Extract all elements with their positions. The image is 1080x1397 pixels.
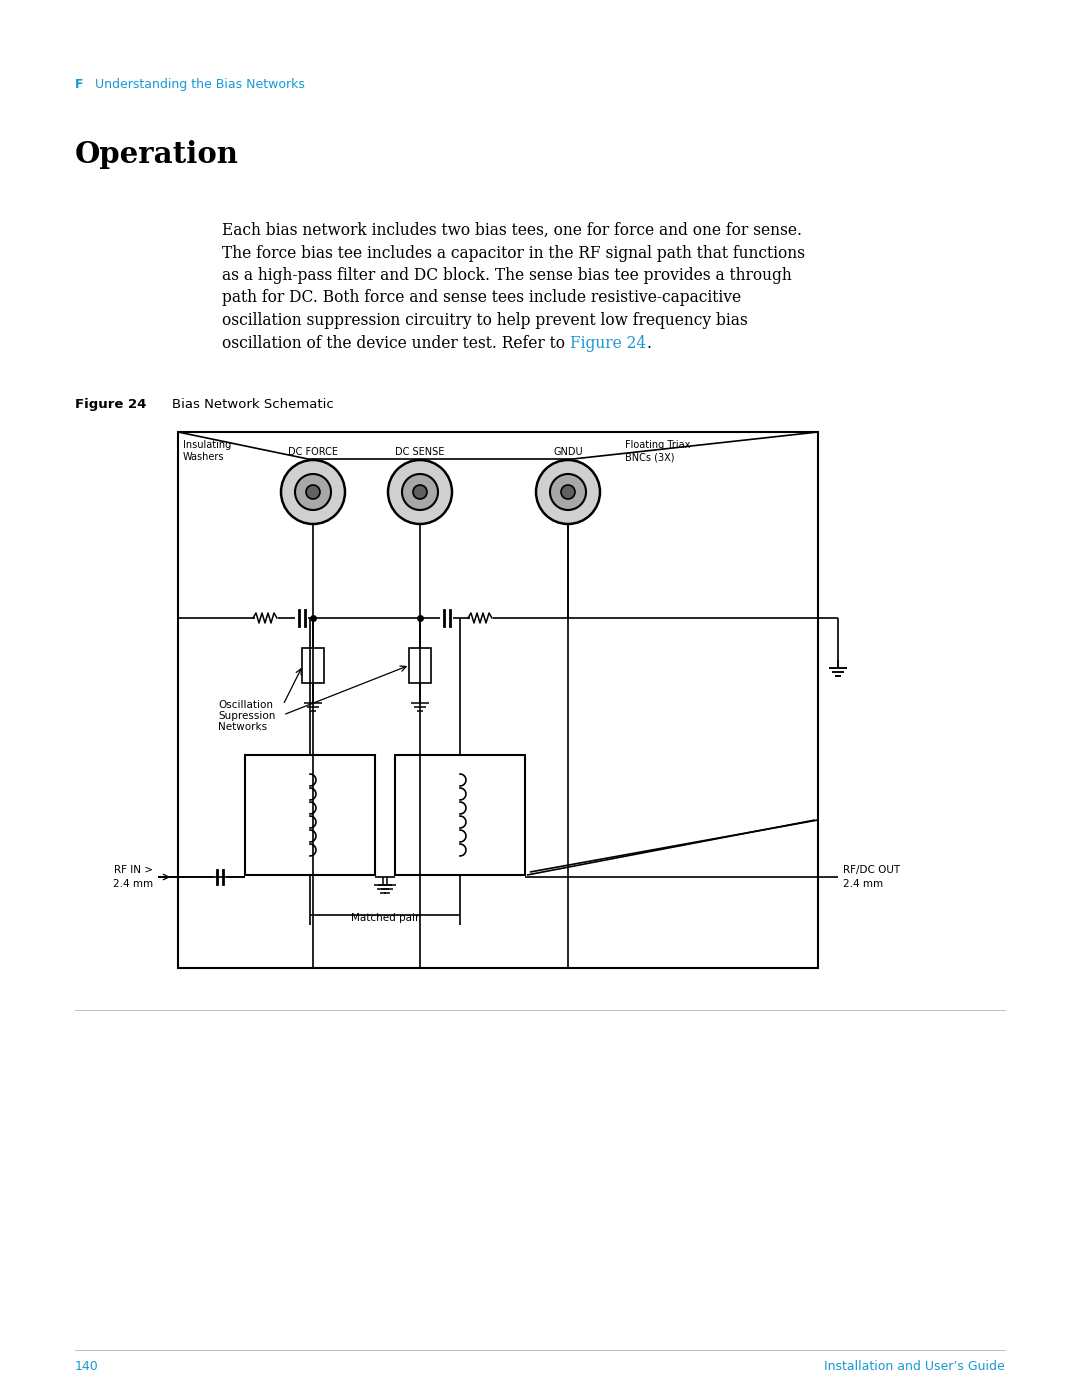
Text: as a high-pass filter and DC block. The sense bias tee provides a through: as a high-pass filter and DC block. The … bbox=[222, 267, 792, 284]
Text: 2.4 mm: 2.4 mm bbox=[113, 879, 153, 888]
Text: path for DC. Both force and sense tees include resistive-capacitive: path for DC. Both force and sense tees i… bbox=[222, 289, 741, 306]
Text: GNDU: GNDU bbox=[553, 447, 583, 457]
Text: Insulating: Insulating bbox=[183, 440, 231, 450]
Text: Networks: Networks bbox=[218, 722, 267, 732]
Text: Figure 24: Figure 24 bbox=[570, 334, 646, 352]
Circle shape bbox=[536, 460, 600, 524]
Text: DC FORCE: DC FORCE bbox=[288, 447, 338, 457]
Circle shape bbox=[281, 460, 345, 524]
Text: Installation and User’s Guide: Installation and User’s Guide bbox=[824, 1361, 1005, 1373]
Text: 140: 140 bbox=[75, 1361, 98, 1373]
Text: RF IN >: RF IN > bbox=[114, 865, 153, 875]
Text: Oscillation: Oscillation bbox=[218, 700, 273, 710]
Text: 2.4 mm: 2.4 mm bbox=[843, 879, 883, 888]
Circle shape bbox=[561, 485, 575, 499]
Text: Washers: Washers bbox=[183, 453, 225, 462]
Text: oscillation suppression circuitry to help prevent low frequency bias: oscillation suppression circuitry to hel… bbox=[222, 312, 747, 330]
Text: Supression: Supression bbox=[218, 711, 275, 721]
Circle shape bbox=[306, 485, 320, 499]
Bar bbox=[302, 648, 324, 683]
Circle shape bbox=[550, 474, 586, 510]
Bar bbox=[178, 432, 818, 968]
Text: Floating Triax: Floating Triax bbox=[625, 440, 690, 450]
Circle shape bbox=[388, 460, 453, 524]
Bar bbox=[409, 648, 431, 683]
Text: BNCs (3X): BNCs (3X) bbox=[625, 453, 675, 462]
Circle shape bbox=[413, 485, 427, 499]
Bar bbox=[245, 754, 375, 875]
Text: F: F bbox=[75, 78, 83, 91]
Circle shape bbox=[295, 474, 330, 510]
Bar bbox=[395, 754, 525, 875]
Text: RF/DC OUT: RF/DC OUT bbox=[843, 865, 900, 875]
Text: Figure 24: Figure 24 bbox=[75, 398, 147, 411]
Text: The force bias tee includes a capacitor in the RF signal path that functions: The force bias tee includes a capacitor … bbox=[222, 244, 805, 261]
Text: oscillation of the device under test. Refer to: oscillation of the device under test. Re… bbox=[222, 334, 570, 352]
Text: .: . bbox=[646, 334, 651, 352]
Circle shape bbox=[402, 474, 438, 510]
Text: Understanding the Bias Networks: Understanding the Bias Networks bbox=[95, 78, 305, 91]
Text: Bias Network Schematic: Bias Network Schematic bbox=[156, 398, 334, 411]
Text: DC SENSE: DC SENSE bbox=[395, 447, 445, 457]
Text: Operation: Operation bbox=[75, 140, 239, 169]
Text: Each bias network includes two bias tees, one for force and one for sense.: Each bias network includes two bias tees… bbox=[222, 222, 802, 239]
Text: Matched pair: Matched pair bbox=[351, 914, 419, 923]
